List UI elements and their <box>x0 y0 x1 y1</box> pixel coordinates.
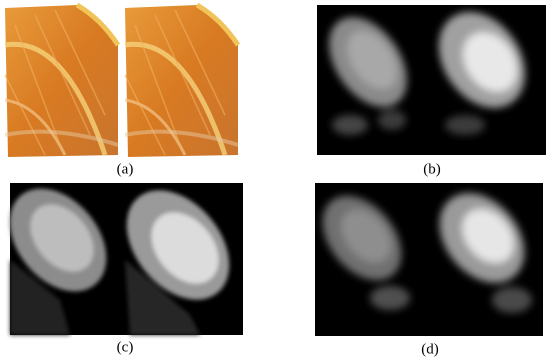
panel-label: (c) <box>117 339 134 355</box>
page: {"panels": [{"label": "(a)"}, {"label": … <box>0 0 547 361</box>
figure: (a) (b) (c) (d) <box>0 0 547 361</box>
panel-label: (b) <box>423 161 441 177</box>
panel-label: (d) <box>421 341 439 357</box>
panel-label: (a) <box>117 161 134 177</box>
orange-image <box>125 5 238 157</box>
orange-image <box>5 5 118 157</box>
